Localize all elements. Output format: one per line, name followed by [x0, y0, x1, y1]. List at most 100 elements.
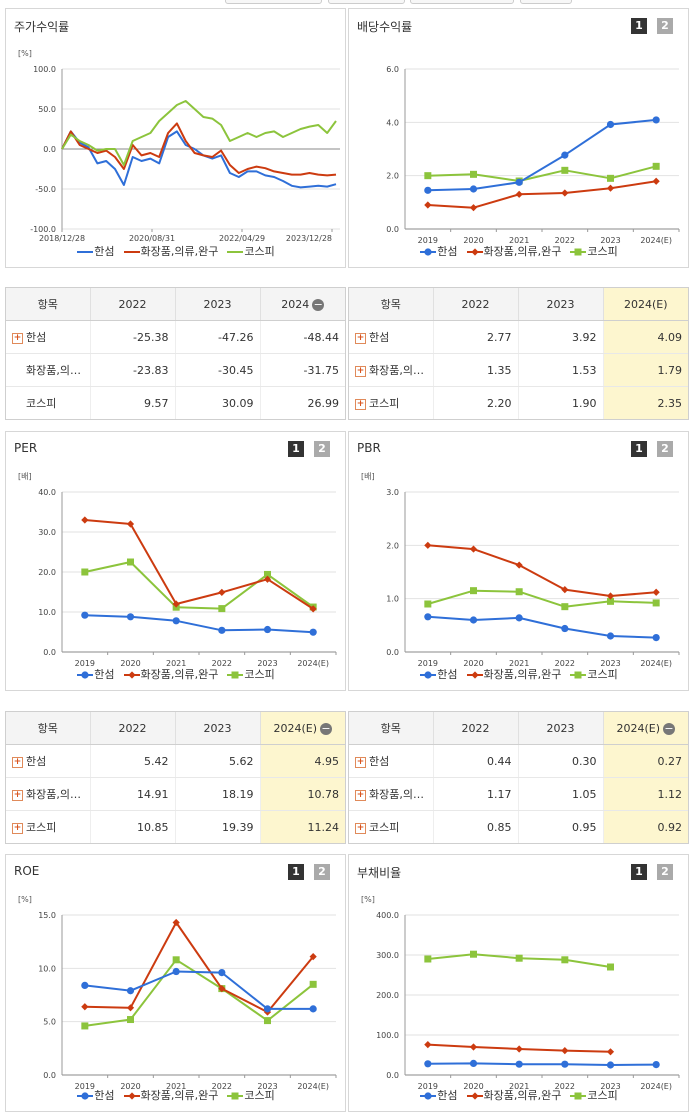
legend-item[interactable]: 코스피 — [569, 666, 618, 682]
expand-plus-icon[interactable]: + — [12, 756, 23, 768]
legend-item[interactable]: 한섬 — [419, 243, 458, 259]
value-cell: 10.78 — [259, 777, 345, 811]
data-point — [264, 1017, 271, 1025]
legend-item[interactable]: 한섬 — [76, 666, 115, 682]
legend-marker — [574, 248, 582, 256]
x-tick-label: 2023 — [600, 236, 620, 245]
expand-plus-icon[interactable]: + — [355, 822, 366, 834]
x-tick-label: 2020 — [463, 1082, 483, 1091]
data-point — [218, 969, 226, 977]
series-line — [84, 958, 314, 1027]
page-button-2[interactable]: 2 — [657, 864, 673, 880]
value-cell: 1.05 — [517, 777, 603, 811]
legend-item[interactable]: 한섬 — [419, 1087, 458, 1103]
x-tick-label: 2022 — [555, 1082, 575, 1091]
legend-item[interactable]: 코스피 — [569, 1087, 618, 1103]
x-tick-label: 2022 — [212, 659, 232, 668]
legend-item[interactable]: 코스피 — [569, 243, 618, 259]
legend-item[interactable]: 화장품,의류,완구 — [123, 243, 218, 259]
legend-item[interactable]: 한섬 — [76, 243, 115, 259]
legend-label: 코스피 — [587, 245, 618, 258]
x-tick-label: 2024(E) — [640, 236, 672, 245]
series-line — [61, 100, 337, 166]
expand-plus-icon[interactable]: + — [355, 365, 366, 377]
legend-label: 한섬 — [437, 245, 458, 258]
data-point — [172, 600, 180, 608]
legend-item[interactable]: 화장품,의류,완구 — [466, 1087, 561, 1103]
expand-plus-icon[interactable]: + — [12, 332, 23, 344]
header-label: 2024(E) — [623, 297, 668, 311]
data-point — [606, 632, 615, 640]
legend-item[interactable]: 화장품,의류,완구 — [123, 666, 218, 682]
legend-item[interactable]: 코스피 — [226, 666, 275, 682]
collapse-icon[interactable]: − — [663, 721, 676, 735]
page-button-1[interactable]: 1 — [631, 441, 647, 457]
x-tick-label: 2021 — [509, 1082, 529, 1091]
page-button-2[interactable]: 2 — [314, 441, 330, 457]
series-line — [84, 614, 314, 634]
toolbar-button[interactable] — [225, 0, 322, 4]
page-button-2[interactable]: 2 — [657, 441, 673, 457]
legend-marker — [470, 671, 479, 679]
page-button-2[interactable]: 2 — [657, 18, 673, 34]
collapse-icon[interactable]: − — [320, 721, 333, 735]
data-point — [263, 1005, 272, 1013]
data-point — [469, 1043, 478, 1051]
collapse-icon[interactable]: − — [312, 297, 325, 311]
toolbar-button[interactable] — [328, 0, 405, 4]
roe-panel: ROE 1 2 [%] 15.0 10.0 5.0 0.0 2019 2020 2021 202… — [5, 854, 346, 1112]
data-point — [424, 172, 432, 180]
data-point — [652, 588, 660, 596]
data-point — [606, 592, 615, 600]
legend-item[interactable]: 화장품,의류,완구 — [123, 1087, 218, 1103]
legend-swatch — [77, 1092, 94, 1100]
page-button-2[interactable]: 2 — [314, 864, 330, 880]
legend-item[interactable]: 화장품,의류,완구 — [466, 243, 561, 259]
series-line — [61, 130, 337, 189]
page-button-1[interactable]: 1 — [631, 18, 647, 34]
legend-item[interactable]: 한섬 — [76, 1087, 115, 1103]
data-table: 항목 2022 2023 2024− + 한섬 -25.38 -47.26 -48.44 화장품,… — [6, 288, 345, 419]
header-label: 항목 — [37, 298, 58, 311]
row-label: 화장품,의… — [369, 788, 424, 801]
legend-item[interactable]: 화장품,의류,완구 — [466, 666, 561, 682]
page-button-1[interactable]: 1 — [288, 864, 304, 880]
header-label: 2023 — [546, 297, 575, 311]
data-point — [126, 613, 135, 621]
data-point — [561, 624, 569, 633]
data-point — [218, 626, 226, 634]
data-point — [652, 116, 660, 124]
data-point — [127, 1016, 134, 1024]
toolbar-button[interactable] — [520, 0, 572, 4]
chart-legend: 한섬 화장품,의류,완구 코스피 — [349, 243, 688, 259]
legend-item[interactable]: 코스피 — [226, 243, 275, 259]
data-point — [81, 568, 89, 576]
expand-plus-icon[interactable]: + — [12, 822, 23, 834]
row-label-cell: + 코스피 — [6, 811, 90, 844]
header-label: 2023 — [203, 297, 232, 311]
expand-plus-icon[interactable]: + — [355, 789, 366, 801]
value-cell: 5.42 — [89, 744, 175, 778]
data-point — [424, 1060, 432, 1068]
legend-item[interactable]: 한섬 — [419, 666, 458, 682]
y-tick-label: 100.0 — [33, 65, 56, 74]
legend-swatch — [227, 251, 244, 253]
legend-item[interactable]: 코스피 — [226, 1087, 275, 1103]
expand-plus-icon[interactable]: + — [355, 756, 366, 768]
unit-label: [배] — [361, 472, 375, 481]
legend-swatch — [77, 671, 94, 679]
value-cell: 9.57 — [89, 386, 175, 419]
row-label: 화장품,의… — [26, 788, 81, 801]
expand-plus-icon[interactable]: + — [355, 398, 366, 410]
expand-plus-icon[interactable]: + — [355, 332, 366, 344]
page-button-1[interactable]: 1 — [288, 441, 304, 457]
x-tick-label: 2021 — [166, 659, 186, 668]
toolbar-button[interactable] — [410, 0, 514, 4]
roe-chart: [%] 15.0 10.0 5.0 0.0 2019 2020 2021 2022 2023 202… — [18, 895, 337, 1091]
row-label-cell: 코스피 — [6, 387, 90, 420]
data-point — [607, 174, 614, 182]
expand-plus-icon[interactable]: + — [12, 789, 23, 801]
page-button-1[interactable]: 1 — [631, 864, 647, 880]
data-point — [561, 1047, 569, 1055]
data-point — [561, 189, 569, 197]
